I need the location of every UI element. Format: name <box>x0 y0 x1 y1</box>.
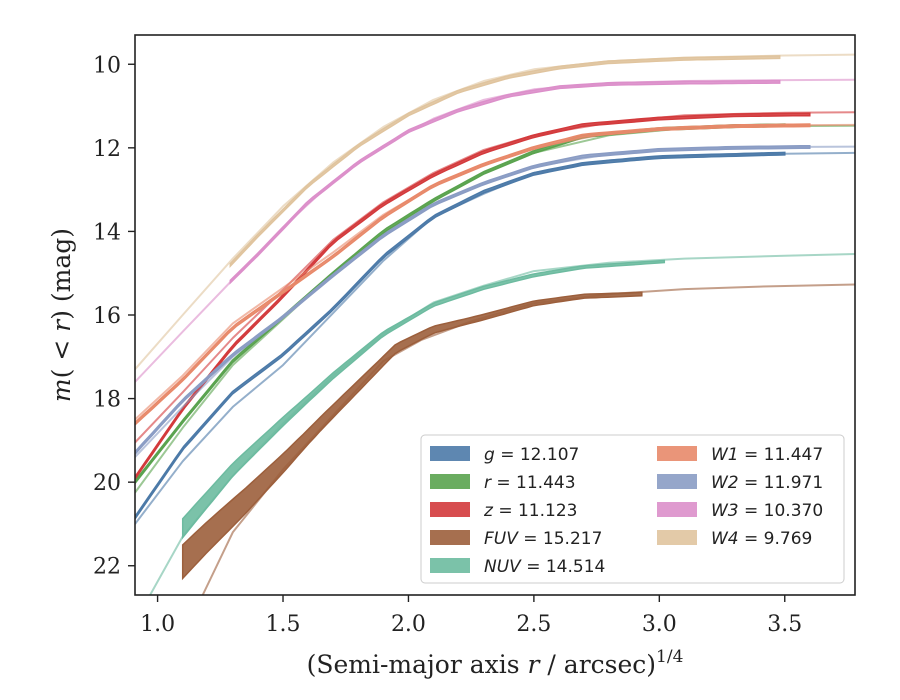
band-w2 <box>135 144 811 456</box>
y-tick-label: 16 <box>93 304 121 329</box>
legend-label: FUV = 15.217 <box>484 529 602 549</box>
legend-item-w2: W2 = 11.971 <box>657 473 823 493</box>
band-w1 <box>135 123 811 426</box>
legend-swatch <box>430 530 470 545</box>
series-fuv <box>181 283 855 595</box>
legend-swatch <box>657 502 697 517</box>
legend-item-fuv: FUV = 15.217 <box>430 529 602 549</box>
legend-label: z = 11.123 <box>483 501 577 521</box>
series-w1 <box>135 123 855 426</box>
series-z <box>135 111 855 481</box>
band-w4 <box>229 55 781 268</box>
band-nuv <box>181 259 666 540</box>
legend-label: W3 = 10.370 <box>711 501 823 521</box>
legend-item-z: z = 11.123 <box>430 501 577 521</box>
tail-w1 <box>135 123 855 421</box>
y-axis-label: m( < r) (mag) <box>47 228 76 402</box>
legend-label: W4 = 9.769 <box>711 529 812 549</box>
band-g <box>135 151 786 521</box>
legend-label: r = 11.443 <box>484 473 576 493</box>
band-r <box>135 123 786 485</box>
series-nuv <box>149 253 855 595</box>
legend-swatch <box>430 558 470 573</box>
tail-z <box>135 111 855 444</box>
tail-w3 <box>135 78 855 383</box>
curves-layer <box>135 53 855 595</box>
tail-g <box>135 151 855 525</box>
legend-label: g = 12.107 <box>484 445 579 465</box>
x-axis-label: (Semi-major axis r / arcsec)1/4 <box>307 647 684 679</box>
y-tick-label: 10 <box>93 53 121 78</box>
legend-swatch <box>430 446 470 461</box>
x-tick-label: 2.5 <box>516 612 551 637</box>
x-tick-label: 1.0 <box>140 612 175 637</box>
legend-swatch <box>657 474 697 489</box>
legend-label: W2 = 11.971 <box>711 473 823 493</box>
y-axis-ticks: 10 12 14 16 18 20 22 <box>93 53 135 580</box>
legend-item-r: r = 11.443 <box>430 473 576 493</box>
band-fuv <box>181 291 643 581</box>
series-w3 <box>135 78 855 383</box>
legend-item-nuv: NUV = 14.514 <box>430 557 605 577</box>
y-tick-label: 14 <box>93 220 121 245</box>
y-tick-label: 12 <box>93 137 121 162</box>
legend-swatch <box>657 530 697 545</box>
legend-label: W1 = 11.447 <box>711 445 823 465</box>
legend-swatch <box>430 502 470 517</box>
series-w4 <box>135 53 855 370</box>
x-tick-label: 3.0 <box>642 612 677 637</box>
tail-fuv <box>201 283 855 595</box>
legend-items: g = 12.107 r = 11.443 z = 11.123 FUV = 15.2… <box>430 445 823 577</box>
tail-nuv <box>149 253 855 595</box>
legend-swatch <box>430 474 470 489</box>
series-w2 <box>135 144 855 458</box>
tail-w2 <box>135 145 855 458</box>
x-axis-ticks: 1.0 1.5 2.0 2.5 3.0 3.5 <box>140 595 802 637</box>
legend-item-w1: W1 = 11.447 <box>657 445 823 465</box>
y-tick-label: 20 <box>93 471 121 496</box>
x-tick-label: 2.0 <box>391 612 426 637</box>
legend-label: NUV = 14.514 <box>484 557 605 577</box>
legend-item-w4: W4 = 9.769 <box>657 529 812 549</box>
y-tick-label: 22 <box>93 555 121 580</box>
legend: g = 12.107 r = 11.443 z = 11.123 FUV = 15.2… <box>420 434 845 584</box>
series-g <box>135 151 855 525</box>
legend-item-g: g = 12.107 <box>430 445 579 465</box>
legend-box <box>420 434 845 584</box>
tail-w4 <box>135 53 855 370</box>
legend-item-w3: W3 = 10.370 <box>657 501 823 521</box>
x-tick-label: 1.5 <box>266 612 301 637</box>
y-tick-label: 18 <box>93 388 121 413</box>
legend-swatch <box>657 446 697 461</box>
x-tick-label: 3.5 <box>767 612 802 637</box>
